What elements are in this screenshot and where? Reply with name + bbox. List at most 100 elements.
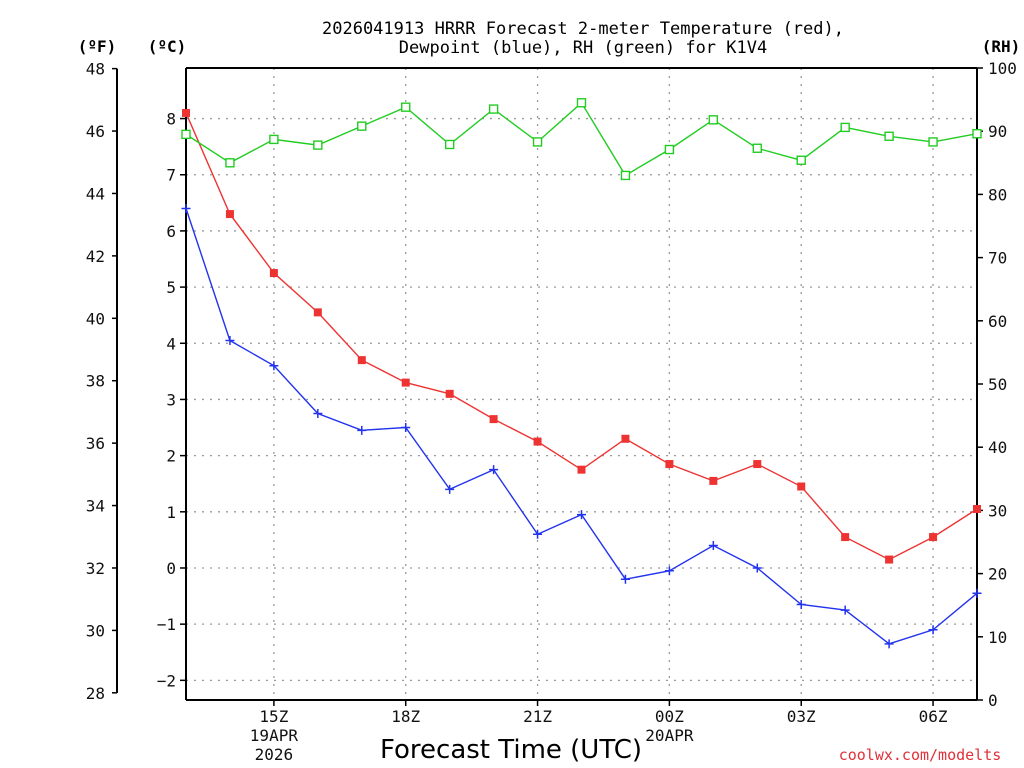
celsius-tick-label: 2 <box>166 447 176 466</box>
dewpoint-point <box>708 541 718 551</box>
rh-tick-label: 80 <box>988 185 1007 204</box>
rh-tick-label: 40 <box>988 438 1007 457</box>
2-meter-temperature-point <box>357 356 366 365</box>
x-tick-label: 15Z <box>259 707 288 726</box>
rh-tick-label: 0 <box>988 691 998 710</box>
dewpoint-point <box>840 605 850 615</box>
2-meter-temperature-point <box>533 437 542 446</box>
dewpoint-point <box>181 203 191 213</box>
dewpoint-point <box>884 639 894 649</box>
2-meter-temperature-point <box>269 269 278 278</box>
2-meter-temperature-point <box>621 434 630 443</box>
rh-tick-label: 50 <box>988 375 1007 394</box>
rh-point <box>840 122 850 133</box>
credit-label: coolwx.com/modelts <box>839 746 1002 764</box>
dewpoint-point <box>972 588 982 598</box>
rh-point <box>884 131 894 141</box>
2-meter-temperature-point <box>973 504 981 513</box>
celsius-tick-label: 4 <box>166 334 176 353</box>
dewpoint-point <box>313 408 323 418</box>
x-tick-label: 00Z <box>655 707 684 726</box>
2-meter-temperature-point <box>885 555 894 564</box>
rh-point <box>488 104 499 114</box>
rh-point <box>928 137 938 147</box>
dewpoint-point <box>489 465 499 475</box>
rh-unit-label: (RH) <box>982 37 1021 56</box>
2-meter-temperature-point <box>489 415 498 424</box>
celsius-tick-label: −1 <box>157 615 176 634</box>
fahrenheit-unit-label: (ºF) <box>78 37 117 56</box>
rh-tick-label: 70 <box>988 249 1007 268</box>
rh-point <box>225 158 235 168</box>
rh-line <box>185 101 978 177</box>
celsius-tick-label: 6 <box>166 222 176 241</box>
dewpoint-point <box>664 566 674 576</box>
rh-point <box>620 170 631 181</box>
rh-series <box>181 98 982 181</box>
rh-tick-label: 20 <box>988 565 1007 584</box>
dewpoint-point <box>225 335 235 345</box>
rh-point <box>752 143 762 153</box>
chart-title-line-2: Dewpoint (blue), RH (green) for K1V4 <box>399 38 767 58</box>
dewpoint-point <box>620 574 630 584</box>
fahrenheit-tick-label: 34 <box>86 497 105 516</box>
2-meter-temperature-point <box>577 465 586 474</box>
dewpoint-point <box>928 625 938 635</box>
rh-point <box>269 134 279 145</box>
fahrenheit-tick-label: 44 <box>86 184 105 203</box>
celsius-tick-label: 3 <box>166 390 176 409</box>
chart-title-line-1: 2026041913 HRRR Forecast 2-meter Tempera… <box>322 19 844 39</box>
2-meter-temperature-point <box>929 533 938 542</box>
2-meter-temperature-series <box>182 108 981 564</box>
fahrenheit-tick-label: 46 <box>86 122 105 141</box>
dewpoint-point <box>577 510 586 520</box>
fahrenheit-tick-label: 28 <box>86 684 105 703</box>
rh-point <box>796 155 806 165</box>
gridlines <box>186 68 977 700</box>
fahrenheit-tick-label: 36 <box>86 434 105 453</box>
2-meter-temperature-point <box>313 308 322 317</box>
rh-tick-label: 30 <box>988 501 1007 520</box>
celsius-tick-label: 5 <box>166 278 176 297</box>
celsius-tick-label: 0 <box>166 559 176 578</box>
fahrenheit-tick-label: 30 <box>86 621 105 640</box>
fahrenheit-tick-label: 42 <box>86 247 105 266</box>
x-tick-date-label: 20APR <box>645 726 694 745</box>
rh-point <box>532 137 543 147</box>
dewpoint-line <box>185 208 978 645</box>
2-meter-temperature-point <box>753 460 762 469</box>
rh-point <box>444 139 455 150</box>
rh-tick-label: 10 <box>988 628 1007 647</box>
dewpoint-point <box>533 529 543 539</box>
2-meter-temperature-point <box>182 108 190 117</box>
2-meter-temperature-point <box>709 476 718 485</box>
x-tick-label: 03Z <box>787 707 816 726</box>
rh-tick-label: 90 <box>988 122 1007 141</box>
fahrenheit-tick-label: 32 <box>86 559 105 578</box>
tick-labels: 2830323436384042444648−2−101234567801020… <box>86 59 1017 764</box>
fahrenheit-tick-label: 38 <box>86 372 105 391</box>
2-meter-temperature-point <box>445 389 454 398</box>
x-tick-label: 18Z <box>391 707 420 726</box>
x-tick-year-label: 2026 <box>255 745 294 764</box>
2-meter-temperature-line <box>185 112 978 561</box>
x-tick-label: 06Z <box>919 707 948 726</box>
celsius-tick-label: 8 <box>166 110 176 129</box>
dewpoint-point <box>401 423 411 433</box>
celsius-tick-label: 7 <box>166 166 176 185</box>
axes <box>112 67 983 706</box>
dewpoint-point <box>357 425 367 435</box>
2-meter-temperature-point <box>225 210 234 219</box>
2-meter-temperature-point <box>401 378 410 387</box>
dewpoint-point <box>269 361 279 371</box>
rh-point <box>708 115 719 125</box>
celsius-unit-label: (ºC) <box>148 37 187 56</box>
chart-title: 2026041913 HRRR Forecast 2-meter Tempera… <box>322 19 844 58</box>
dewpoint-series <box>181 203 982 649</box>
dewpoint-point <box>752 563 762 573</box>
rh-point <box>357 121 367 131</box>
rh-tick-label: 60 <box>988 312 1007 331</box>
dewpoint-point <box>796 599 806 609</box>
celsius-tick-label: 1 <box>166 503 176 522</box>
